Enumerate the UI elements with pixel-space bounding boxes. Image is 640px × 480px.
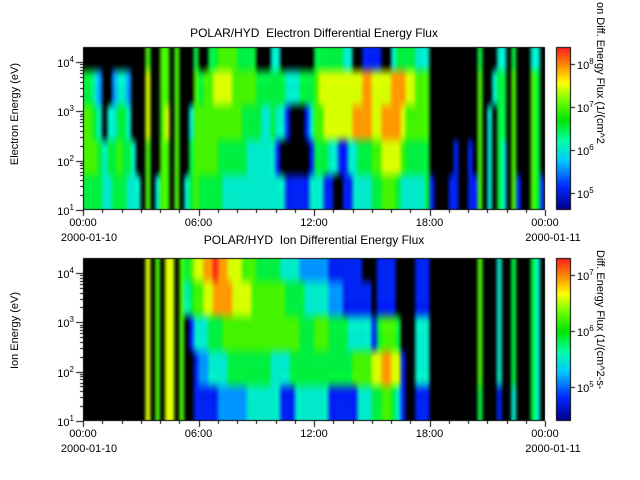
colorbar-tick-label: 107 (577, 268, 594, 283)
y-tick-label: 102 (57, 153, 74, 169)
exponent: 5 (589, 186, 594, 195)
y-tick-label: 103 (57, 315, 74, 331)
y-tick-label: 104 (57, 55, 74, 70)
x-axis-start-date: 2000-01-10 (60, 232, 118, 244)
x-tick-label: 06:00 (184, 428, 213, 440)
exponent: 1 (69, 414, 74, 424)
colorbar-tick-label: 106 (577, 143, 594, 158)
exponent: 6 (589, 143, 594, 153)
exponent: 4 (69, 266, 74, 276)
exponent: 3 (69, 315, 74, 325)
exponent: 4 (69, 55, 74, 65)
x-tick-label: 06:00 (184, 217, 213, 229)
x-tick-label: 18:00 (415, 217, 444, 229)
electron-panel-title: POLAR/HYD Electron Differential Energy F… (190, 26, 438, 40)
x-axis-end-date: 2000-01-11 (525, 443, 581, 455)
x-tick-label: 00:00 (531, 428, 559, 440)
exponent: 6 (589, 324, 594, 334)
exponent: 2 (69, 364, 74, 374)
ion-panel-title: POLAR/HYD Ion Differential Energy Flux (203, 233, 425, 247)
x-tick-label: 18:00 (415, 428, 444, 440)
x-axis-start-date: 2000-01-10 (60, 443, 118, 455)
y-tick-label: 101 (57, 203, 74, 218)
x-tick-label: 00:00 (69, 428, 97, 440)
exponent: 5 (589, 380, 594, 390)
x-tick-label: 00:00 (531, 217, 559, 229)
exponent: 1 (69, 203, 74, 213)
colorbar-tick-label: 105 (577, 380, 594, 396)
exponent: 3 (69, 104, 74, 114)
exponent: 2 (69, 153, 74, 163)
exponent: 7 (589, 268, 594, 278)
x-tick-label: 12:00 (300, 217, 328, 229)
x-tick-label: 12:00 (300, 428, 328, 440)
colorbar-tick-label: 105 (577, 186, 594, 201)
electron-colorbar-label: on Diff. Energy Flux (1/(cm^2 (594, 2, 606, 144)
y-tick-label: 104 (57, 266, 74, 281)
x-axis-end-date: 2000-01-11 (525, 232, 581, 244)
colorbar-tick-label: 106 (577, 324, 594, 339)
y-tick-label: 102 (57, 364, 74, 380)
x-tick-label: 00:00 (69, 217, 97, 229)
y-tick-label: 101 (57, 414, 74, 429)
y-tick-label: 103 (57, 104, 74, 120)
exponent: 7 (589, 100, 594, 110)
ion-colorbar-label: Diff. Energy Flux (1/(cm^2-s- (594, 250, 606, 390)
exponent: 8 (589, 57, 594, 67)
colorbar-tick-label: 108 (577, 57, 594, 72)
colorbar-tick-label: 107 (577, 100, 594, 115)
